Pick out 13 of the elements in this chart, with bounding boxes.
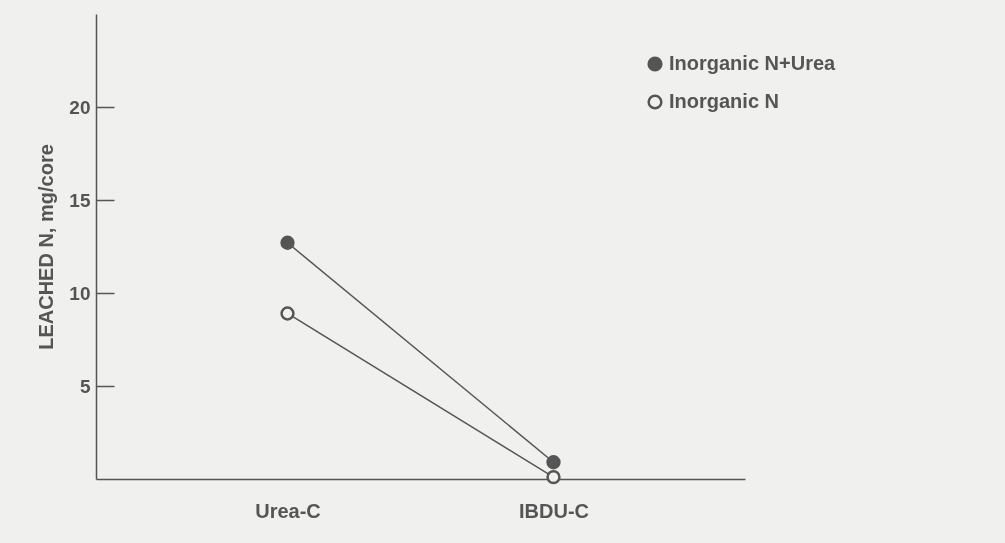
y-tick-label: 20 (69, 96, 91, 118)
point (280, 306, 295, 321)
point (546, 455, 561, 470)
y-axis-title: LEACHED N, mg/core (35, 144, 58, 350)
legend-label: Inorganic N (669, 90, 780, 112)
x-tick-label: Urea-C (255, 499, 321, 522)
legend-label: Inorganic N+Urea (669, 52, 837, 74)
x-tick-label: IBDU-C (518, 499, 589, 522)
y-tick-label: 5 (79, 375, 91, 397)
point (280, 235, 295, 250)
point (546, 469, 561, 485)
y-tick-label: 15 (69, 189, 91, 211)
y-tick-label: 10 (69, 282, 91, 304)
